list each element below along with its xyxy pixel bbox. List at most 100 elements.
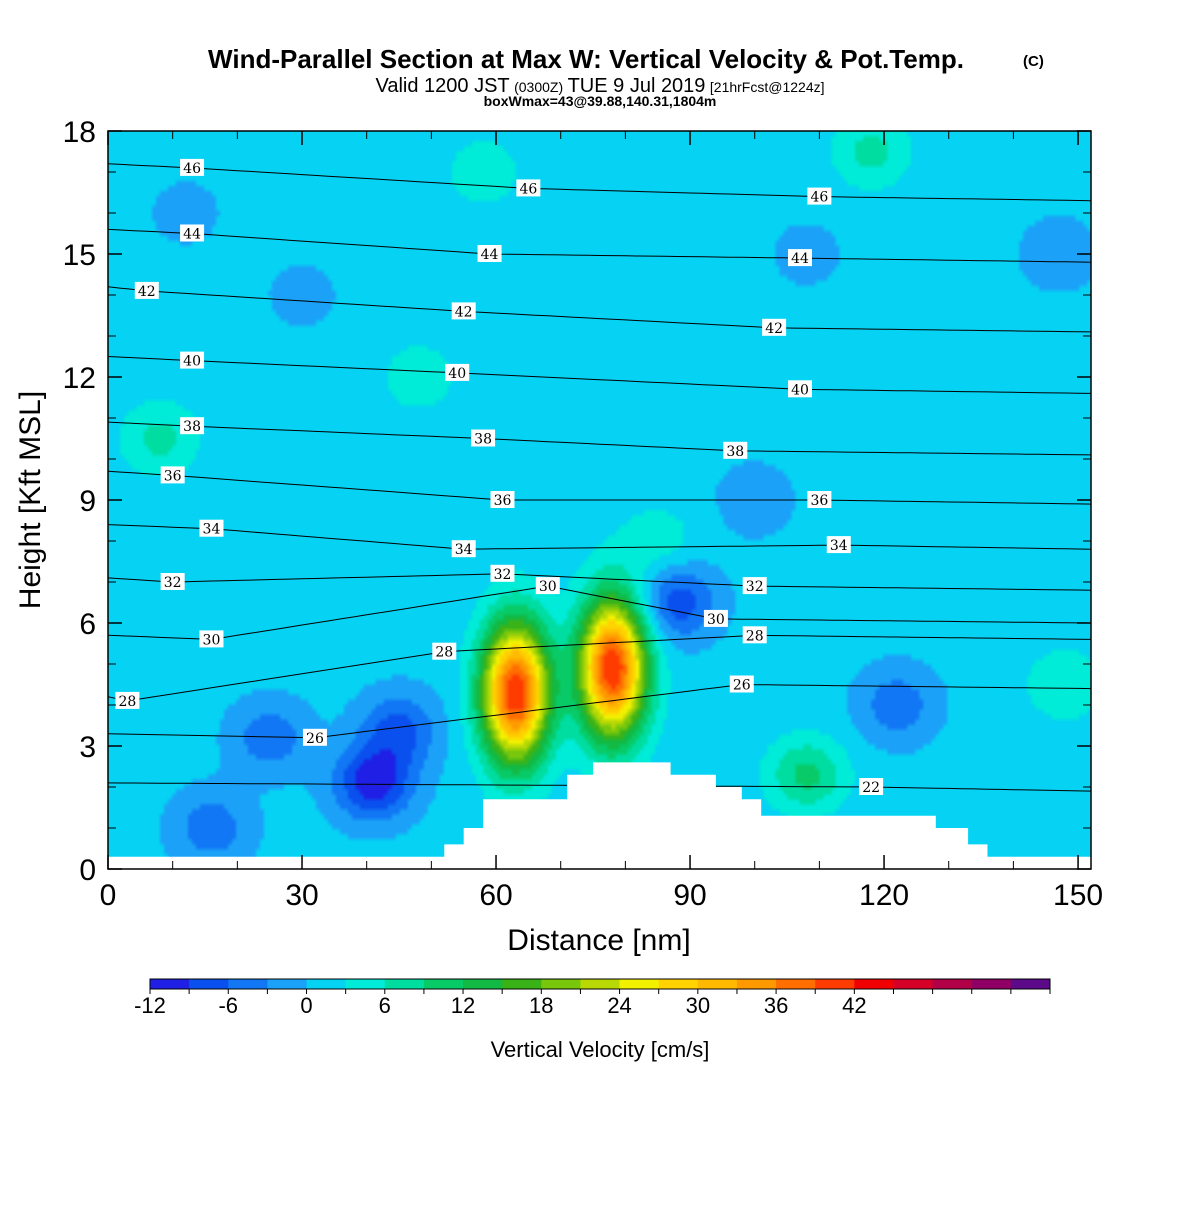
contour-label-text: 42: [765, 321, 783, 337]
x-tick-label: 60: [479, 879, 512, 912]
chart-title: Wind-Parallel Section at Max W: Vertical…: [208, 44, 964, 74]
contour-label-40: 40: [445, 363, 470, 382]
y-axis-label: Height [Kft MSL]: [14, 391, 47, 609]
colorbar: -12 -6 0 6 12 18 24 30 36 42: [134, 978, 1051, 1018]
contour-label-26: 26: [302, 728, 327, 747]
colorbar-bin: [541, 979, 581, 989]
contour-label-38: 38: [723, 441, 748, 460]
contour-label-box: [134, 281, 159, 299]
contour-label-44: 44: [787, 249, 812, 267]
contour-label-text: 36: [494, 493, 512, 509]
contour-label-box: [432, 642, 457, 660]
contour-label-text: 40: [791, 382, 809, 398]
colorbar-bin: [580, 979, 621, 989]
y-tick-label: 15: [63, 239, 96, 272]
contour-label-28: 28: [432, 642, 457, 661]
contour-label-box: [160, 573, 185, 590]
x-tick-label: 120: [859, 879, 909, 912]
contour-label-text: 30: [707, 612, 725, 628]
colorbar-bin: [815, 979, 855, 989]
contour-label-box: [535, 577, 560, 595]
terrain-layer: [108, 762, 1091, 869]
colorbar-bin: [1010, 979, 1051, 989]
colorbar-bin: [384, 979, 425, 989]
contour-label-text: 34: [455, 542, 473, 558]
contour-label-22: 22: [859, 778, 884, 796]
contour-label-text: 28: [118, 694, 136, 710]
contour-label-box: [160, 466, 185, 484]
contour-label-text: 36: [810, 493, 828, 509]
colorbar-tick-label: 24: [607, 993, 631, 1018]
contour-line-42: [108, 286, 1091, 333]
y-tick-label: 3: [79, 731, 96, 764]
contour-label-text: 42: [138, 284, 156, 300]
x-tick-label: 0: [100, 879, 117, 912]
contour-label-44: 44: [477, 245, 502, 263]
contour-label-text: 42: [455, 304, 473, 320]
colorbar-bin: [932, 979, 973, 989]
colorbar-bin: [893, 979, 934, 989]
contour-label-box: [477, 245, 502, 262]
contour-line-28: [108, 634, 1091, 701]
contour-label-box: [180, 158, 205, 176]
contour-label-32: 32: [160, 573, 185, 591]
contour-label-text: 30: [203, 632, 221, 648]
contour-label-text: 34: [830, 538, 848, 554]
colorbar-bin: [658, 979, 699, 989]
contour-line-32: [108, 573, 1091, 591]
contour-line-44: [108, 228, 1091, 263]
contour-label-box: [826, 536, 851, 554]
colorbar-bin: [971, 979, 1012, 989]
contour-label-box: [451, 540, 476, 558]
colorbar-tick-label: 42: [842, 993, 866, 1018]
contour-label-box: [703, 609, 728, 627]
contour-label-box: [302, 728, 327, 746]
contour-label-box: [516, 179, 541, 197]
contour-label-box: [180, 351, 205, 369]
contour-line-36: [108, 470, 1091, 505]
chart-title-mark: (C): [1023, 53, 1044, 70]
contour-label-36: 36: [490, 491, 515, 509]
contour-label-46: 46: [516, 179, 541, 197]
contour-label-text: 38: [183, 419, 201, 435]
contour-label-box: [742, 626, 767, 644]
colorbar-bin: [463, 979, 503, 989]
contour-label-28: 28: [115, 691, 140, 710]
contour-line-40: [108, 356, 1091, 394]
colorbar-bin: [228, 979, 268, 989]
contour-label-text: 44: [481, 247, 499, 263]
colorbar-bin: [306, 979, 347, 989]
contour-label-box: [445, 363, 470, 381]
colorbar-bin: [854, 979, 894, 989]
contour-label-text: 32: [746, 579, 764, 595]
colorbar-bin: [345, 979, 386, 989]
colorbar-bin: [267, 979, 308, 989]
subtitle-valid: Valid 1200 JST: [375, 75, 509, 97]
y-tick-label: 0: [79, 854, 96, 887]
chart-note: boxWmax=43@39.88,140.31,1804m: [484, 93, 717, 109]
contour-label-text: 38: [474, 432, 492, 448]
contour-label-text: 30: [539, 579, 557, 595]
contour-label-34: 34: [199, 519, 224, 538]
contour-label-text: 28: [435, 645, 453, 661]
subtitle-zulu: (0300Z): [514, 79, 563, 95]
y-tick-label: 12: [63, 362, 96, 395]
contour-label-text: 32: [494, 567, 512, 583]
contour-line-26: [108, 683, 1091, 739]
contour-label-text: 32: [164, 575, 182, 591]
colorbar-bin: [423, 979, 464, 989]
contour-line-38: [108, 421, 1091, 456]
contour-label-30: 30: [199, 630, 224, 648]
contour-label-text: 46: [183, 161, 201, 177]
contour-label-box: [762, 318, 787, 336]
x-tick-label: 90: [673, 879, 706, 912]
contour-label-42: 42: [762, 318, 787, 337]
colorbar-tick-label: 36: [764, 993, 788, 1018]
contour-label-box: [471, 429, 496, 447]
contour-label-box: [859, 778, 884, 795]
contour-label-text: 28: [746, 628, 764, 644]
contour-label-46: 46: [807, 187, 832, 206]
contour-label-box: [742, 577, 767, 595]
